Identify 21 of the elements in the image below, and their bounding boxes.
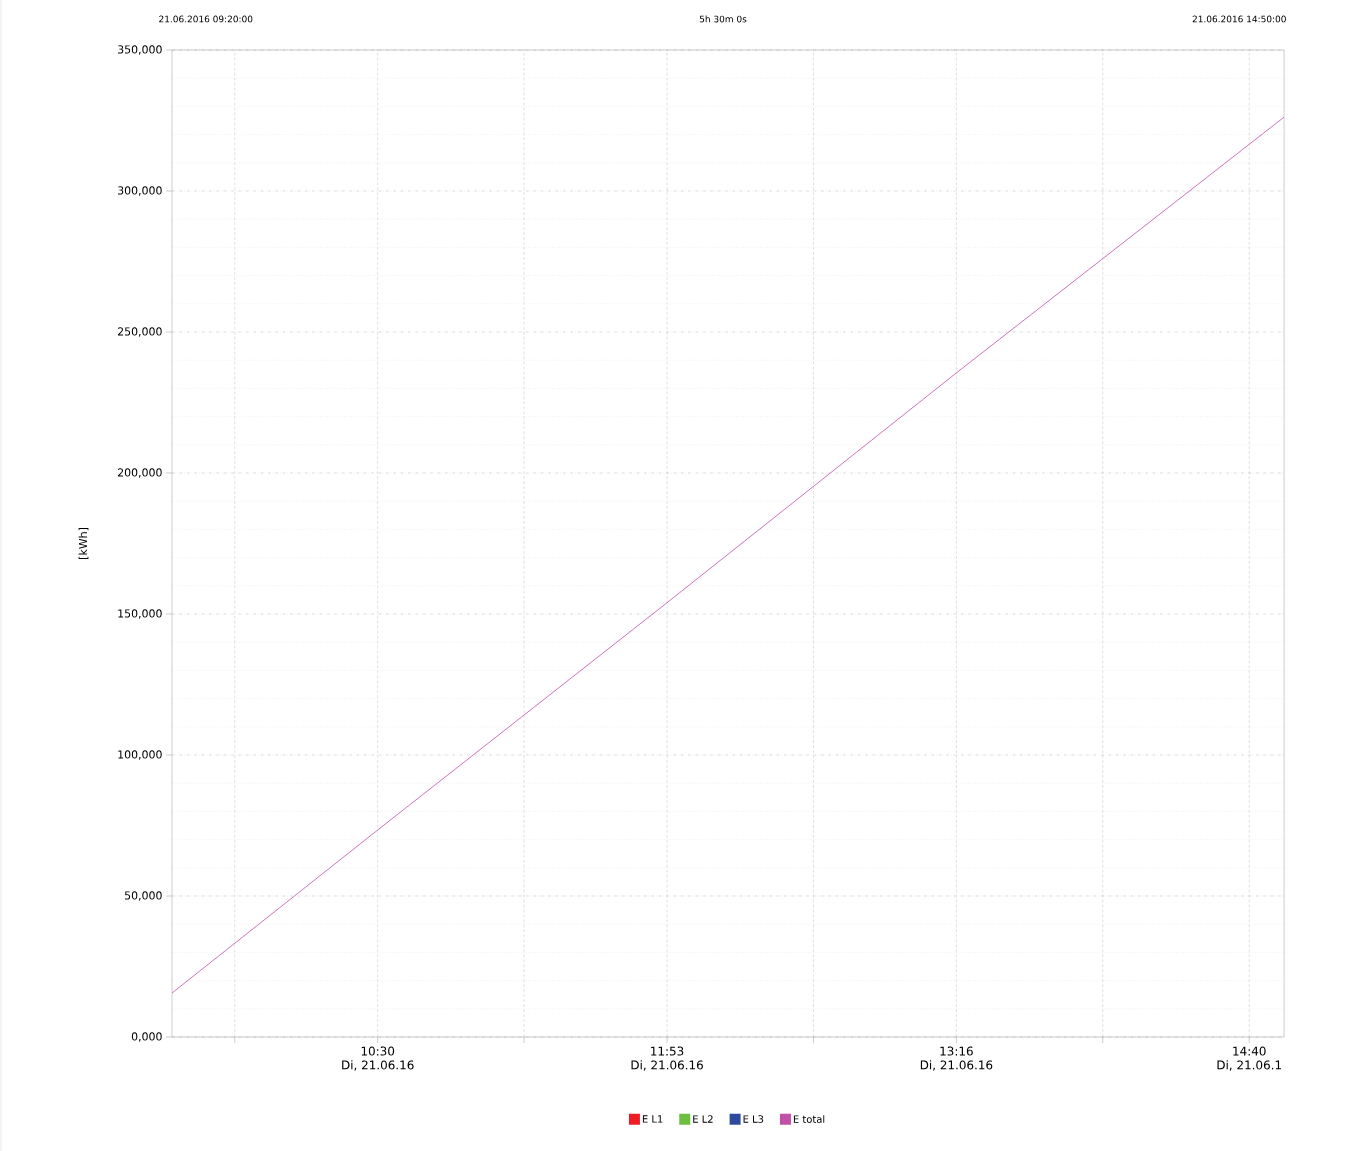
legend-label: E total [793, 1115, 825, 1123]
line-series [172, 116, 1285, 994]
y-tick-label: 200,000 [117, 468, 162, 478]
y-tick-label: 50,000 [124, 891, 162, 901]
x-tick-label: 14:40 Di, 21.06.1 [1217, 1046, 1281, 1071]
y-tick-label: 150,000 [118, 609, 162, 619]
x-tick-label: 10:30 Di, 21.06.16 [342, 1046, 414, 1071]
y-tick-label: 300,000 [117, 186, 162, 196]
text: 21.06.2016 14:50:00 [1192, 15, 1286, 23]
text: 21.06.2016 09:20:00 [159, 15, 253, 23]
y-tick-label: 100,000 [118, 750, 162, 760]
y-tick-label: 250,000 [117, 327, 162, 337]
y-tick-label: 0,000 [131, 1032, 162, 1042]
legend-label: E L3 [743, 1115, 764, 1123]
y-tick-label: 350,000 [117, 45, 162, 55]
legend-label: E L1 [642, 1115, 663, 1123]
legend-label: E L2 [693, 1115, 713, 1123]
x-tick-label: 13:16 Di, 21.06.16 [920, 1046, 993, 1071]
text: 5h 30m 0s [699, 15, 747, 23]
y-axis-title: [kWh] [78, 528, 89, 559]
x-tick-label: 11:53 Di, 21.06.16 [631, 1046, 703, 1071]
